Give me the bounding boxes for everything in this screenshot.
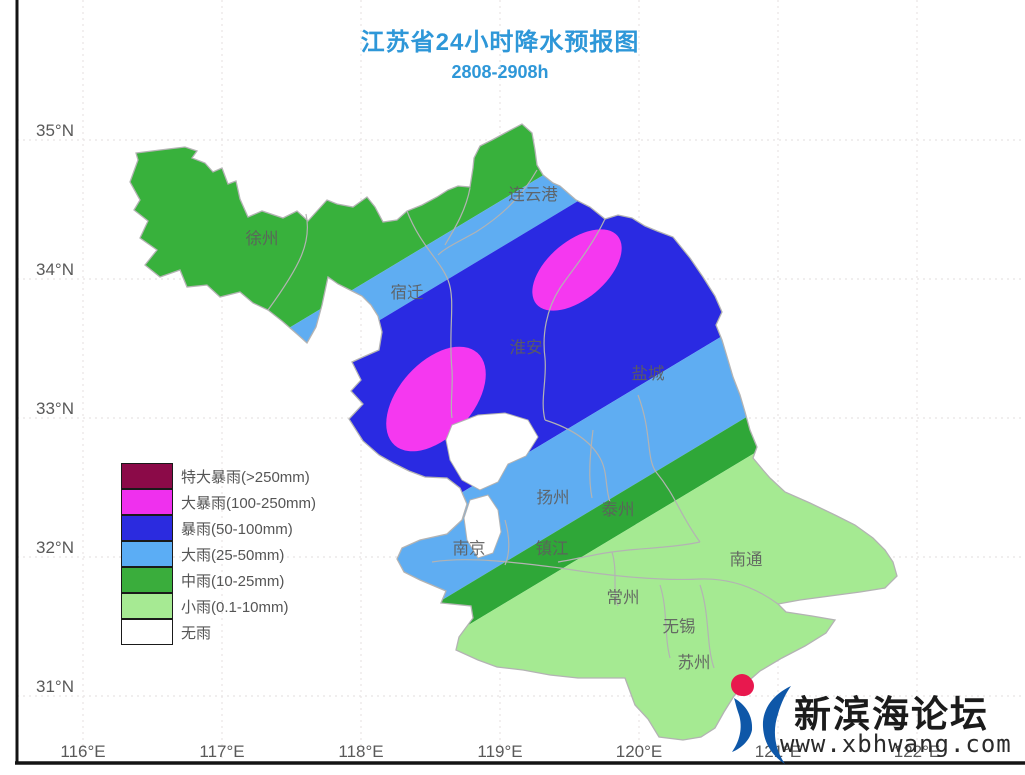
lat-tick-label: 31°N <box>36 677 74 696</box>
prefecture-border-line <box>267 213 309 311</box>
prefecture-border-line <box>504 519 510 566</box>
city-label-扬州: 扬州 <box>537 488 570 507</box>
axis-frame <box>15 0 1025 765</box>
lon-tick-label: 116°E <box>60 742 105 761</box>
legend-swatch <box>121 462 173 489</box>
city-label-连云港: 连云港 <box>508 185 558 204</box>
prefecture-border-line <box>437 169 538 256</box>
city-label-宿迁: 宿迁 <box>391 283 424 302</box>
legend-row: 特大暴雨(>250mm) <box>121 462 316 489</box>
watermark: 新滨海论坛 www.xbhwang.com <box>722 662 1022 767</box>
province-outline <box>129 123 898 741</box>
lakes <box>445 412 539 559</box>
legend-row: 大雨(25-50mm) <box>121 540 316 567</box>
watermark-site-name: 新滨海论坛 <box>794 694 989 735</box>
prefecture-border-line <box>406 210 453 419</box>
city-label-淮安: 淮安 <box>510 338 543 357</box>
legend-swatch <box>121 592 173 619</box>
prefecture-borders <box>267 169 779 669</box>
city-label-苏州: 苏州 <box>678 653 711 672</box>
prefecture-border-line <box>444 187 471 246</box>
legend-label: 特大暴雨(>250mm) <box>181 468 310 486</box>
prefecture-border-line <box>431 559 779 605</box>
legend-label: 中雨(10-25mm) <box>181 572 285 590</box>
watermark-site-url: www.xbhwang.com <box>780 730 1012 758</box>
city-label-盐城: 盐城 <box>632 364 665 383</box>
prefecture-border-line <box>699 584 715 669</box>
hongze-lake <box>445 412 539 491</box>
lon-tick-label: 118°E <box>338 742 383 761</box>
prefecture-border-line <box>611 551 619 607</box>
lon-tick-label: 120°E <box>616 742 663 761</box>
legend-swatch <box>121 488 173 515</box>
legend-row: 无雨 <box>121 618 316 645</box>
prefecture-border-line <box>544 419 611 503</box>
legend-label: 无雨 <box>181 624 212 642</box>
city-label-南通: 南通 <box>730 550 763 569</box>
legend-label: 大雨(25-50mm) <box>181 546 285 564</box>
city-label-徐州: 徐州 <box>246 229 279 248</box>
lon-tick-label: 117°E <box>199 742 244 761</box>
city-label-南京: 南京 <box>453 539 486 558</box>
legend-swatch <box>121 618 173 645</box>
legend-swatch <box>121 514 173 541</box>
city-label-泰州: 泰州 <box>602 500 635 519</box>
prefecture-border-line <box>659 584 671 659</box>
lat-tick-label: 33°N <box>36 399 74 418</box>
prefecture-border-line <box>589 429 594 499</box>
city-label-无锡: 无锡 <box>663 617 696 636</box>
prefecture-border-line <box>542 218 606 421</box>
legend-label: 暴雨(50-100mm) <box>181 520 293 538</box>
heavy-rainstorm-cell-north <box>532 229 622 311</box>
forum-logo-icon <box>731 674 791 764</box>
legend-row: 小雨(0.1-10mm) <box>121 592 316 619</box>
precipitation-legend: 特大暴雨(>250mm) 大暴雨(100-250mm) 暴雨(50-100mm) 大雨… <box>121 462 317 645</box>
lon-tick-label: 122°E <box>894 742 941 761</box>
prefecture-border-line <box>637 394 701 543</box>
legend-swatch <box>121 540 173 567</box>
lon-tick-label: 119°E <box>477 742 522 761</box>
lat-tick-label: 32°N <box>36 538 74 557</box>
legend-row: 大暴雨(100-250mm) <box>121 488 317 515</box>
lat-tick-label: 35°N <box>36 121 74 140</box>
lat-tick-label: 34°N <box>36 260 74 279</box>
city-label-常州: 常州 <box>607 588 640 607</box>
city-label-镇江: 镇江 <box>536 539 569 558</box>
gaoyou-lake <box>463 494 502 559</box>
legend-row: 暴雨(50-100mm) <box>121 514 316 541</box>
legend-label: 小雨(0.1-10mm) <box>181 598 289 616</box>
legend-row: 中雨(10-25mm) <box>121 566 316 593</box>
legend-label: 大暴雨(100-250mm) <box>181 494 317 512</box>
legend-swatch <box>121 566 173 593</box>
